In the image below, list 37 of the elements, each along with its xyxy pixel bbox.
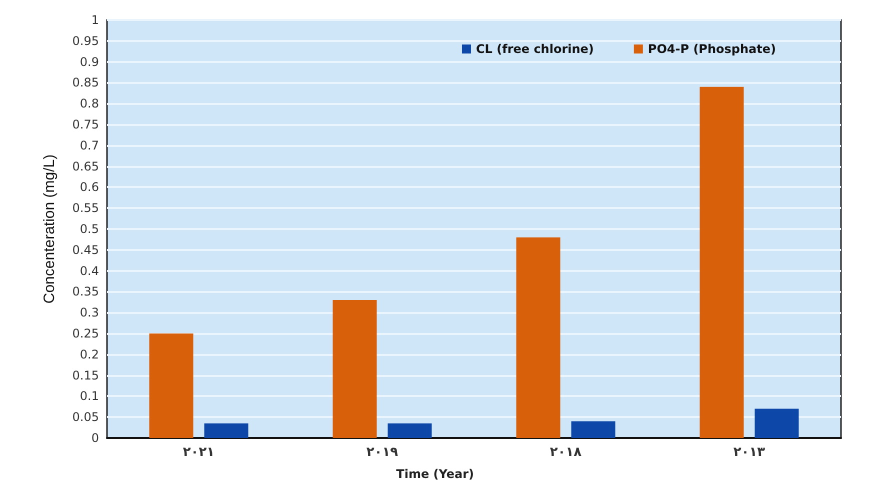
y-axis-title: Concenteration (mg/L) [41,154,58,304]
bar [516,237,560,438]
y-tick-label: 0.9 [80,54,99,69]
bar [388,423,432,438]
y-tick-label: 0.6 [80,180,99,194]
x-tick-label: ٢٠١٩ [366,445,398,460]
y-tick-label: 0.75 [72,118,99,132]
bar [700,86,744,438]
x-tick-label: ٢٠٢١ [182,445,215,460]
y-tick-label: 0.5 [80,222,99,236]
y-tick-label: 0.25 [72,326,99,340]
legend-label: CL (free chlorine) [476,42,594,56]
y-tick-label: 0.45 [72,242,99,257]
y-tick-label: 0.2 [80,347,99,362]
y-tick-label: 0.55 [72,201,99,216]
bar [571,421,616,438]
x-tick-label: ٢٠١٣ [733,445,766,460]
y-tick-label: 0.15 [72,368,99,382]
bar [332,300,377,438]
bar [149,334,194,438]
x-tick-label: ٢٠١٨ [550,445,582,460]
legend-label: PO4-P (Phosphate) [648,42,776,56]
x-axis-title: Time (Year) [396,467,474,481]
y-tick-label: 0.65 [72,159,99,174]
y-tick-label: 0.3 [80,306,99,320]
y-tick-label: 0 [91,431,99,445]
y-tick-label: 0.85 [72,76,99,90]
y-tick-label: 0.8 [80,96,99,111]
y-tick-label: 1 [91,13,99,27]
y-tick-label: 0.7 [80,138,99,152]
y-tick-label: 0.1 [80,389,99,404]
y-tick-label: 0.4 [80,264,99,278]
bar [204,423,248,438]
y-tick-label: 0.35 [72,284,99,299]
y-tick-label: 0.95 [72,34,99,48]
y-tick-label: 0.05 [72,410,99,424]
bar [754,408,799,438]
